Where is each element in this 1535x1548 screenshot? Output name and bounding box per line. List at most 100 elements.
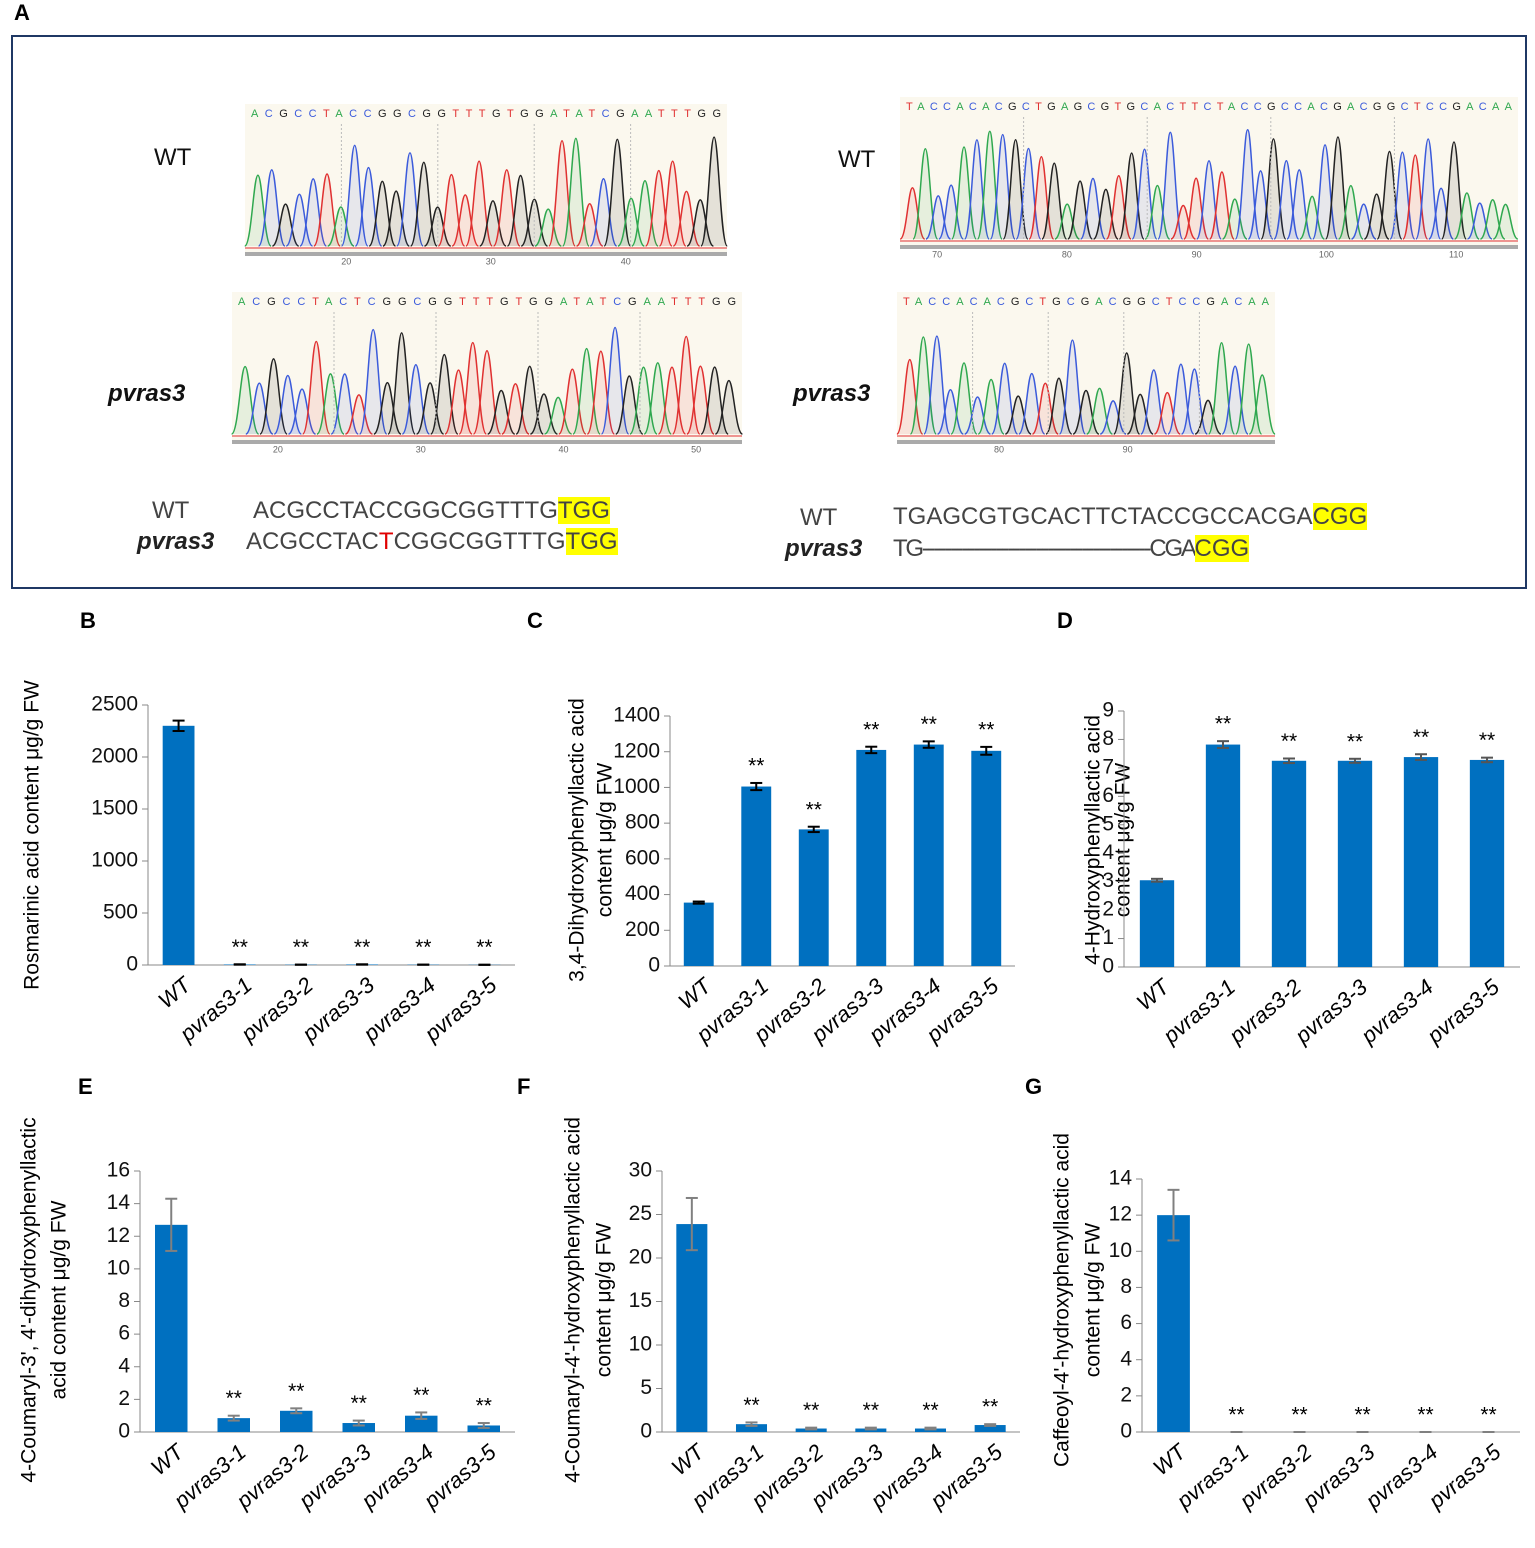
base: C	[1109, 296, 1117, 308]
base: A	[658, 296, 666, 308]
trace-peak	[1402, 154, 1429, 240]
y-axis-label: acid content μg/g FW	[48, 1200, 71, 1399]
trace-peak	[465, 160, 493, 247]
base: T	[466, 108, 473, 120]
trace-peak	[1031, 382, 1059, 435]
base: C	[1234, 296, 1242, 308]
y-axis-label: 3,4-Dihydroxyphenyllactic acid	[566, 698, 589, 982]
x-tick-label: pvras3-3	[1290, 974, 1373, 1049]
base: A	[917, 101, 925, 113]
base: C	[1140, 101, 1148, 113]
trace-tick: 40	[558, 444, 568, 454]
base: G	[267, 296, 276, 308]
base: G	[1047, 101, 1056, 113]
y-tick-label: 8	[1120, 1275, 1132, 1298]
base: A	[645, 108, 653, 120]
base: T	[1217, 101, 1224, 113]
base: C	[349, 108, 357, 120]
base: A	[1307, 101, 1315, 113]
base: G	[422, 108, 431, 120]
trace-peak	[1194, 399, 1222, 435]
base: C	[294, 108, 302, 120]
trace-peak	[1054, 203, 1080, 240]
y-tick-label: 600	[625, 846, 660, 869]
base: A	[550, 108, 558, 120]
trace-peak	[285, 193, 314, 247]
y-tick-label: 0	[640, 1420, 652, 1443]
trace-peak	[575, 202, 604, 247]
base: A	[251, 108, 259, 120]
bar	[1337, 760, 1373, 967]
pam: CGG	[1312, 503, 1368, 530]
align-label: WT	[152, 497, 190, 524]
base: G	[500, 296, 509, 308]
base: A	[1262, 296, 1270, 308]
base: C	[1254, 101, 1262, 113]
bar	[1157, 1215, 1190, 1432]
trace-peak	[451, 194, 480, 247]
base: G	[428, 296, 437, 308]
base: T	[354, 296, 361, 308]
bar	[971, 750, 1002, 966]
trace-peak	[1183, 177, 1210, 240]
trace-peak	[1208, 171, 1235, 240]
panel-label: D	[1057, 608, 1073, 633]
base: A	[956, 101, 964, 113]
base: G	[616, 108, 625, 120]
trace-peak	[1351, 203, 1377, 240]
significance: **	[1291, 1404, 1307, 1427]
base: A	[982, 101, 990, 113]
bar	[1205, 744, 1241, 967]
base: C	[1022, 101, 1030, 113]
base: A	[1221, 296, 1229, 308]
wt-label: WT	[154, 144, 192, 171]
y-axis-label: content μg/g FW	[1082, 1223, 1105, 1378]
trace-tick: 110	[1449, 249, 1463, 259]
trace-peak	[472, 349, 502, 435]
base: A	[1095, 296, 1103, 308]
trace-peak	[631, 179, 659, 247]
trace-peak	[486, 389, 516, 435]
significance: **	[413, 1384, 429, 1407]
pam: TGG	[557, 497, 610, 524]
base: T	[515, 296, 522, 308]
y-tick-label: 2	[118, 1387, 130, 1410]
base: T	[1166, 296, 1173, 308]
trace-tick: 70	[932, 249, 942, 259]
y-tick-label: 10	[1109, 1239, 1132, 1262]
base: G	[393, 108, 402, 120]
significance: **	[806, 798, 822, 821]
y-tick-label: 30	[629, 1159, 652, 1182]
y-tick-label: 14	[1109, 1167, 1133, 1190]
significance: **	[1413, 726, 1429, 749]
align-seq: ACGCCTACTCGGCGGTTTGTGG	[246, 528, 618, 556]
significance: **	[351, 1392, 367, 1415]
y-tick-label: 8	[1102, 727, 1114, 750]
seq-part: CGGCGGTTTG	[393, 528, 566, 555]
trace-peak	[700, 136, 728, 247]
panel-label: E	[78, 1074, 93, 1099]
trace-peak	[899, 187, 926, 240]
trace-peak	[657, 366, 687, 435]
trace-peak	[1004, 395, 1032, 435]
y-tick-label: 0	[648, 954, 660, 977]
y-tick-label: 5	[640, 1376, 652, 1399]
base: C	[1067, 296, 1075, 308]
significance: **	[978, 718, 994, 741]
trace-peak	[1247, 170, 1274, 240]
bar	[735, 1424, 768, 1432]
bar	[1139, 880, 1175, 967]
trace-peak	[938, 184, 965, 240]
align-seq: ACGCCTACCGGCGGTTTGTGG	[253, 497, 610, 525]
x-tick-label: WT	[673, 972, 716, 1014]
panel-label: B	[80, 608, 96, 633]
base: T	[563, 108, 570, 120]
base: C	[602, 108, 610, 120]
trace-tick: 80	[1062, 249, 1072, 259]
base: C	[283, 296, 291, 308]
y-tick-label: 400	[625, 882, 660, 905]
y-tick-label: 6	[118, 1322, 130, 1345]
base: G	[1011, 296, 1020, 308]
